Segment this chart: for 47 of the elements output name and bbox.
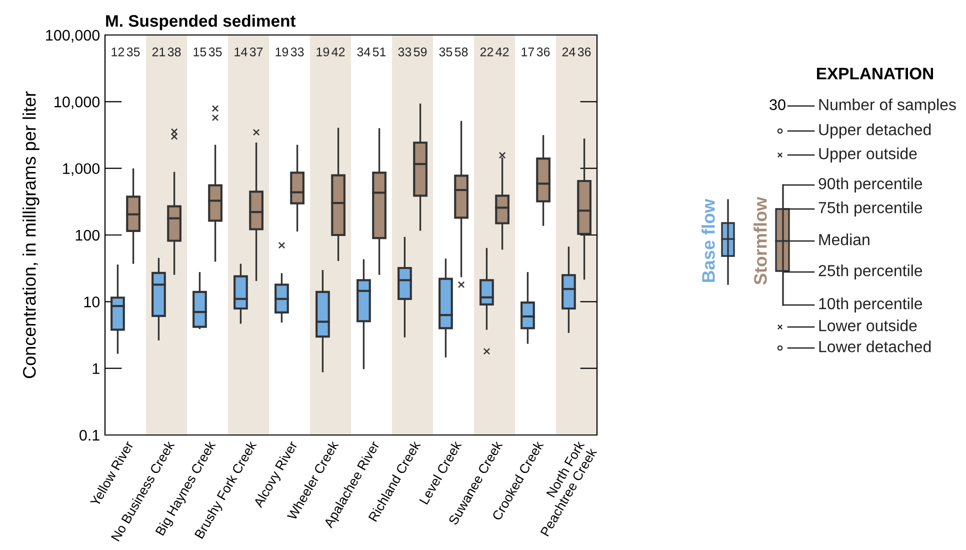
text: EXPLANATION — [817, 68, 933, 80]
text: 33 — [290, 48, 304, 56]
y-tick-label: 10,000 — [54, 96, 100, 110]
legend-label: Base flow — [702, 198, 715, 282]
text: 25th percentile — [818, 264, 922, 280]
text: 37 — [250, 48, 263, 56]
text: 42 — [496, 48, 509, 56]
text: Lower outside — [819, 320, 917, 332]
text: Number of samples — [819, 98, 956, 114]
text: 35 — [208, 48, 222, 56]
y-tick-label: 1 — [92, 363, 100, 374]
text: 24 — [562, 48, 576, 56]
text: 34 — [357, 48, 370, 56]
y-axis-title: Concentration, in milligrams per liter — [22, 91, 40, 378]
y-tick-label: 100 — [76, 230, 100, 241]
text: Median — [819, 234, 870, 246]
text: 33 — [398, 48, 412, 56]
text: Lower detached — [819, 340, 931, 352]
text: 14 — [234, 48, 248, 56]
text: 17 — [522, 48, 534, 56]
text: 10th percentile — [819, 298, 922, 312]
text: 58 — [454, 48, 468, 56]
text: 75th percentile — [818, 202, 922, 216]
y-tick-label: 0.1 — [80, 430, 100, 441]
text: 90th percentile — [818, 178, 922, 192]
legend-label: Stormflow — [754, 196, 767, 285]
text: 35 — [126, 48, 140, 56]
text: Upper outside — [819, 148, 917, 162]
text: 38 — [168, 48, 181, 56]
text: 35 — [439, 48, 452, 56]
text: 42 — [332, 48, 345, 56]
text: 30 — [770, 99, 786, 110]
text: 59 — [414, 48, 427, 56]
y-tick-label: 1,000 — [63, 163, 100, 176]
text: 19 — [316, 48, 330, 56]
text: 12 — [112, 48, 124, 56]
text: 51 — [372, 48, 386, 56]
text: 36 — [536, 48, 550, 56]
text: Upper detached — [819, 124, 931, 138]
text: 36 — [578, 48, 591, 56]
chart-title: M. Suspended sediment — [106, 14, 296, 30]
text: 15 — [194, 48, 206, 56]
y-tick-label: 10 — [84, 296, 100, 308]
text: 21 — [152, 48, 166, 56]
text: 22 — [480, 48, 494, 56]
text: 19 — [276, 48, 288, 56]
y-tick-label: 100,000 — [46, 30, 100, 42]
